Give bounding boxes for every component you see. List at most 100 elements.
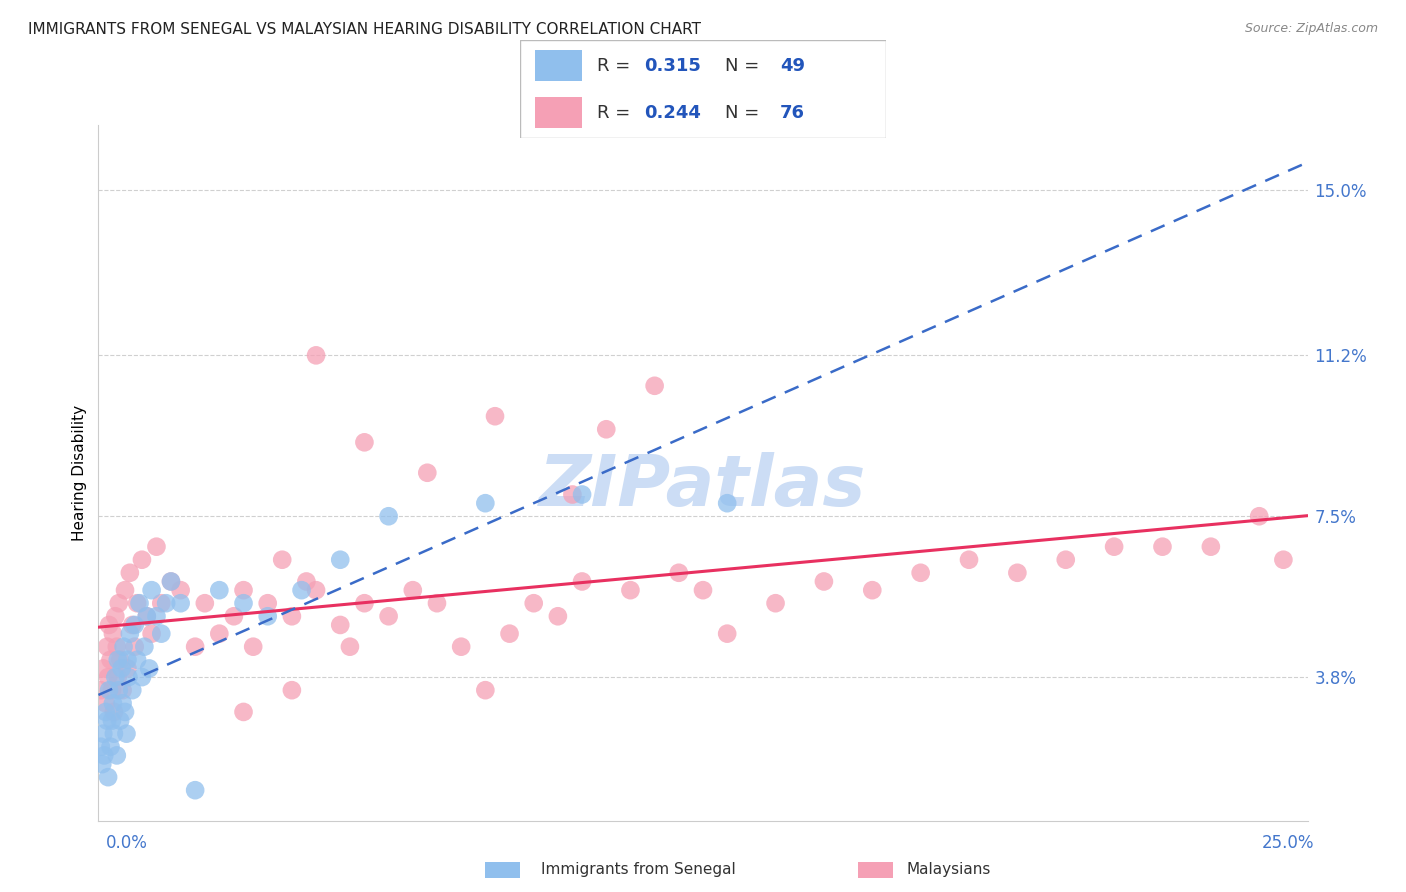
Point	[103, 705, 125, 719]
Point	[131, 670, 153, 684]
Point	[141, 626, 163, 640]
Point	[813, 574, 835, 589]
Point	[668, 566, 690, 580]
Point	[105, 748, 128, 763]
Point	[194, 596, 217, 610]
Point	[111, 661, 134, 675]
Point	[208, 626, 231, 640]
Point	[256, 609, 278, 624]
Point	[169, 596, 191, 610]
Point	[93, 748, 115, 763]
Point	[402, 583, 425, 598]
Point	[118, 566, 141, 580]
Point	[107, 670, 129, 684]
Text: Source: ZipAtlas.com: Source: ZipAtlas.com	[1244, 22, 1378, 36]
Point	[124, 618, 146, 632]
Point	[128, 596, 150, 610]
Point	[104, 609, 127, 624]
Point	[108, 653, 131, 667]
Point	[90, 683, 112, 698]
Point	[118, 626, 141, 640]
Point	[692, 583, 714, 598]
Point	[1102, 540, 1125, 554]
Point	[169, 583, 191, 598]
Point	[114, 583, 136, 598]
Point	[117, 653, 139, 667]
Point	[115, 726, 138, 740]
Bar	[534, 50, 582, 81]
Point	[90, 739, 112, 754]
Point	[305, 583, 328, 598]
Point	[222, 609, 245, 624]
Point	[121, 683, 143, 698]
Point	[98, 683, 121, 698]
Point	[329, 618, 352, 632]
Point	[619, 583, 641, 598]
Text: R =: R =	[598, 57, 636, 75]
Text: 0.0%: 0.0%	[105, 834, 148, 852]
Point	[1199, 540, 1222, 554]
Point	[484, 409, 506, 424]
Point	[150, 596, 173, 610]
Point	[103, 726, 125, 740]
Point	[571, 574, 593, 589]
Text: 25.0%: 25.0%	[1263, 834, 1315, 852]
Point	[1054, 552, 1077, 567]
Point	[96, 640, 118, 654]
Text: 49: 49	[780, 57, 804, 75]
Text: 0.315: 0.315	[644, 57, 702, 75]
Point	[141, 583, 163, 598]
Point	[184, 640, 207, 654]
Point	[353, 435, 375, 450]
Point	[135, 609, 157, 624]
Point	[256, 596, 278, 610]
Point	[101, 714, 124, 728]
Point	[91, 726, 114, 740]
Point	[108, 714, 131, 728]
Text: 76: 76	[780, 103, 804, 121]
Point	[523, 596, 546, 610]
Point	[104, 670, 127, 684]
Point	[91, 757, 114, 772]
Text: N =: N =	[725, 103, 765, 121]
Point	[101, 696, 124, 710]
Point	[138, 661, 160, 675]
Point	[111, 683, 134, 698]
Point	[1272, 552, 1295, 567]
Point	[96, 714, 118, 728]
Point	[145, 609, 167, 624]
Point	[97, 670, 120, 684]
Point	[910, 566, 932, 580]
Point	[127, 596, 149, 610]
Point	[547, 609, 569, 624]
Point	[232, 596, 254, 610]
Point	[595, 422, 617, 436]
Point	[860, 583, 883, 598]
Point	[100, 739, 122, 754]
Point	[716, 626, 738, 640]
Point	[339, 640, 361, 654]
Point	[377, 509, 399, 524]
Point	[377, 609, 399, 624]
Point	[271, 552, 294, 567]
Point	[160, 574, 183, 589]
Bar	[534, 97, 582, 128]
Point	[145, 540, 167, 554]
Point	[114, 705, 136, 719]
Point	[100, 653, 122, 667]
Text: Malaysians: Malaysians	[907, 863, 991, 877]
Point	[242, 640, 264, 654]
Point	[101, 683, 124, 698]
Point	[561, 487, 583, 501]
Point	[1007, 566, 1029, 580]
Point	[208, 583, 231, 598]
Text: IMMIGRANTS FROM SENEGAL VS MALAYSIAN HEARING DISABILITY CORRELATION CHART: IMMIGRANTS FROM SENEGAL VS MALAYSIAN HEA…	[28, 22, 702, 37]
Point	[117, 670, 139, 684]
Point	[91, 661, 114, 675]
Point	[127, 653, 149, 667]
Point	[134, 640, 156, 654]
Point	[765, 596, 787, 610]
Point	[121, 618, 143, 632]
Point	[1152, 540, 1174, 554]
Point	[107, 683, 129, 698]
